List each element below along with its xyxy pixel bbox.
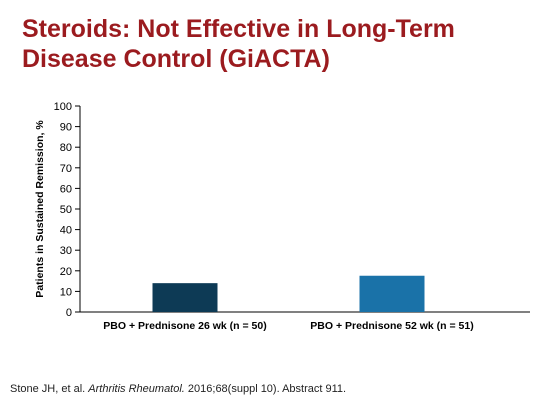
y-tick-label: 40 xyxy=(60,225,72,237)
y-tick-label: 90 xyxy=(60,122,72,134)
y-tick-label: 80 xyxy=(60,142,72,154)
slide-title-line-1: Steroids: Not Effective in Long-Term xyxy=(22,15,455,43)
y-tick-label: 0 xyxy=(66,307,72,319)
citation: Stone JH, et al. Arthritis Rheumatol. 20… xyxy=(10,383,346,395)
y-tick-label: 100 xyxy=(54,101,72,113)
bar-2 xyxy=(359,275,425,312)
x-category-label: PBO + Prednisone 52 wk (n = 51) xyxy=(310,320,473,332)
y-tick-label: 60 xyxy=(60,183,72,195)
y-tick-label: 70 xyxy=(60,163,72,175)
slide-title-line-2: Disease Control (GiACTA) xyxy=(22,45,330,73)
citation-authors: Stone JH, et al. xyxy=(10,383,89,395)
citation-details: 2016;68(suppl 10). Abstract 911. xyxy=(184,383,347,395)
y-tick-label: 50 xyxy=(60,204,72,216)
y-tick-label: 30 xyxy=(60,245,72,257)
bar-chart: 0 10 20 30 40 50 60 70 80 90 100 Patients in Sustai… xyxy=(34,101,530,332)
citation-journal: Arthritis Rheumatol. xyxy=(88,383,185,395)
slide-title: Steroids: Not Effective in Long-Term Dis… xyxy=(22,14,522,74)
bar-1 xyxy=(152,283,218,312)
y-tick-label: 10 xyxy=(60,286,72,298)
x-category-label: PBO + Prednisone 26 wk (n = 50) xyxy=(103,320,266,332)
y-axis-title: Patients in Sustained Remission, % xyxy=(34,120,46,298)
y-tick-label: 20 xyxy=(60,266,72,278)
